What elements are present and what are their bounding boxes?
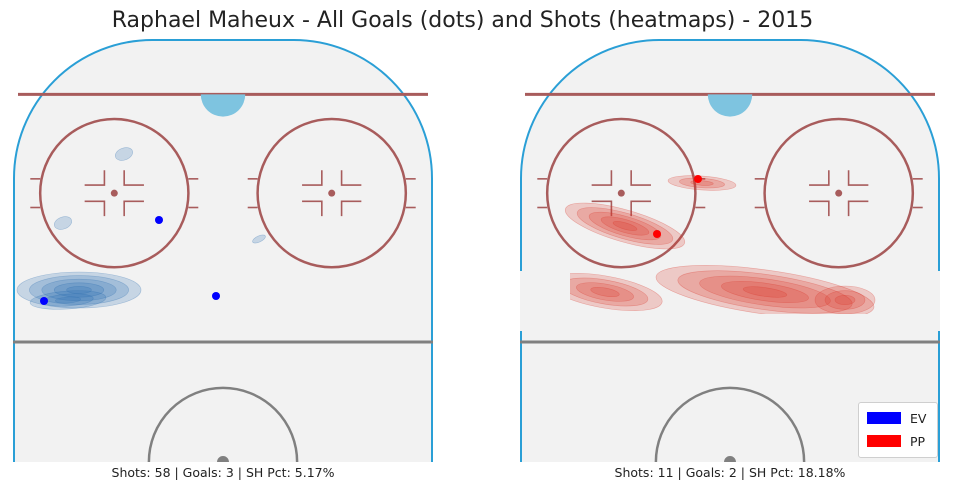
faceoff-hash-mark xyxy=(123,170,144,186)
legend-label-pp: PP xyxy=(910,433,926,449)
faceoff-hash-mark xyxy=(591,170,613,186)
shot-density-pp xyxy=(699,275,831,309)
faceoff-dot-right xyxy=(328,189,336,197)
shot-density-pp xyxy=(612,221,638,231)
shot-density-pp xyxy=(834,295,856,305)
goal-dot-ev xyxy=(40,297,48,305)
shot-density-pp xyxy=(677,270,853,314)
shot-density-ev-core xyxy=(55,296,81,304)
faceoff-hash-mark xyxy=(302,170,323,186)
goal-crease xyxy=(707,94,753,117)
faceoff-dot-left xyxy=(617,189,625,197)
heat-clip-left xyxy=(520,271,570,331)
faceoff-hash-mark xyxy=(123,200,144,217)
heat-clip-right xyxy=(878,271,940,331)
shot-density-pp xyxy=(564,202,686,250)
chart-title: Raphael Maheux - All Goals (dots) and Sh… xyxy=(111,8,814,33)
stats-caption-pp: Shots: 11 | Goals: 2 | SH Pct: 18.18% xyxy=(614,465,846,480)
faceoff-circle-left xyxy=(545,117,697,269)
faceoff-dot-right xyxy=(835,189,843,197)
faceoff-circle-left xyxy=(38,117,190,269)
shot-density-ev xyxy=(41,278,117,302)
faceoff-dot-left xyxy=(110,189,118,197)
legend: EV PP xyxy=(858,402,938,458)
faceoff-hash-mark xyxy=(630,170,651,186)
faceoff-hashes-right xyxy=(754,170,923,217)
shot-density-pp xyxy=(590,287,620,297)
rink-surface xyxy=(14,40,432,462)
rink-panel-pp xyxy=(520,39,940,462)
shot-density-pp xyxy=(576,207,674,245)
faceoff-hash-mark xyxy=(591,200,613,217)
shot-density-pp xyxy=(742,286,788,298)
legend-swatch-pp xyxy=(867,435,901,447)
shot-density-ev xyxy=(66,286,92,294)
rink-panel-ev xyxy=(13,39,433,462)
shot-density-ev xyxy=(16,271,142,309)
rink-boards xyxy=(13,39,433,462)
faceoff-hash-mark xyxy=(847,200,869,217)
shot-density-ev xyxy=(29,275,129,305)
shot-density-pp xyxy=(576,282,634,302)
faceoff-hashes-right xyxy=(247,170,416,217)
legend-item-ev: EV xyxy=(867,410,926,426)
faceoff-hash-mark xyxy=(630,200,651,217)
goal-dot-ev xyxy=(212,292,220,300)
faceoff-hash-mark xyxy=(340,200,362,217)
shot-density-ev-minor xyxy=(252,234,266,244)
shot-density-pp xyxy=(588,211,662,241)
faceoff-hash-mark xyxy=(847,170,869,186)
faceoff-hash-mark xyxy=(302,200,323,217)
heat-clip-bottom xyxy=(570,314,880,328)
shot-density-pp xyxy=(600,216,650,236)
heat-clip xyxy=(13,308,213,318)
shot-density-ev xyxy=(53,282,105,298)
shot-density-pp xyxy=(721,281,809,303)
shot-density-pp xyxy=(667,175,737,191)
goal-dot-ev xyxy=(155,216,163,224)
shot-density-pp xyxy=(679,177,725,189)
rink-boards xyxy=(520,39,940,462)
center-faceoff-dot xyxy=(217,456,229,462)
goal-crease xyxy=(200,94,246,117)
legend-label-ev: EV xyxy=(910,410,927,426)
center-faceoff-circle xyxy=(654,386,806,462)
stats-caption-ev: Shots: 58 | Goals: 3 | SH Pct: 5.17% xyxy=(111,465,335,480)
shot-density-pp xyxy=(824,290,866,310)
shot-density-pp xyxy=(655,265,875,319)
center-faceoff-circle xyxy=(147,386,299,462)
shot-density-ev-minor xyxy=(114,147,134,161)
faceoff-hash-mark xyxy=(84,170,106,186)
rink-surface xyxy=(521,40,939,462)
goal-dot-pp xyxy=(694,175,702,183)
faceoff-hash-mark xyxy=(84,200,106,217)
faceoff-hash-mark xyxy=(340,170,362,186)
shot-density-ev-core xyxy=(29,290,107,310)
faceoff-circle-right xyxy=(763,117,915,269)
shot-density-ev-minor xyxy=(53,216,73,230)
center-faceoff-dot xyxy=(724,456,736,462)
legend-item-pp: PP xyxy=(867,433,925,449)
legend-swatch-ev xyxy=(867,412,901,424)
faceoff-hash-mark xyxy=(809,200,830,217)
faceoff-circle-right xyxy=(256,117,408,269)
faceoff-hash-mark xyxy=(809,170,830,186)
goal-dot-pp xyxy=(653,230,661,238)
faceoff-hashes-left xyxy=(30,170,199,217)
